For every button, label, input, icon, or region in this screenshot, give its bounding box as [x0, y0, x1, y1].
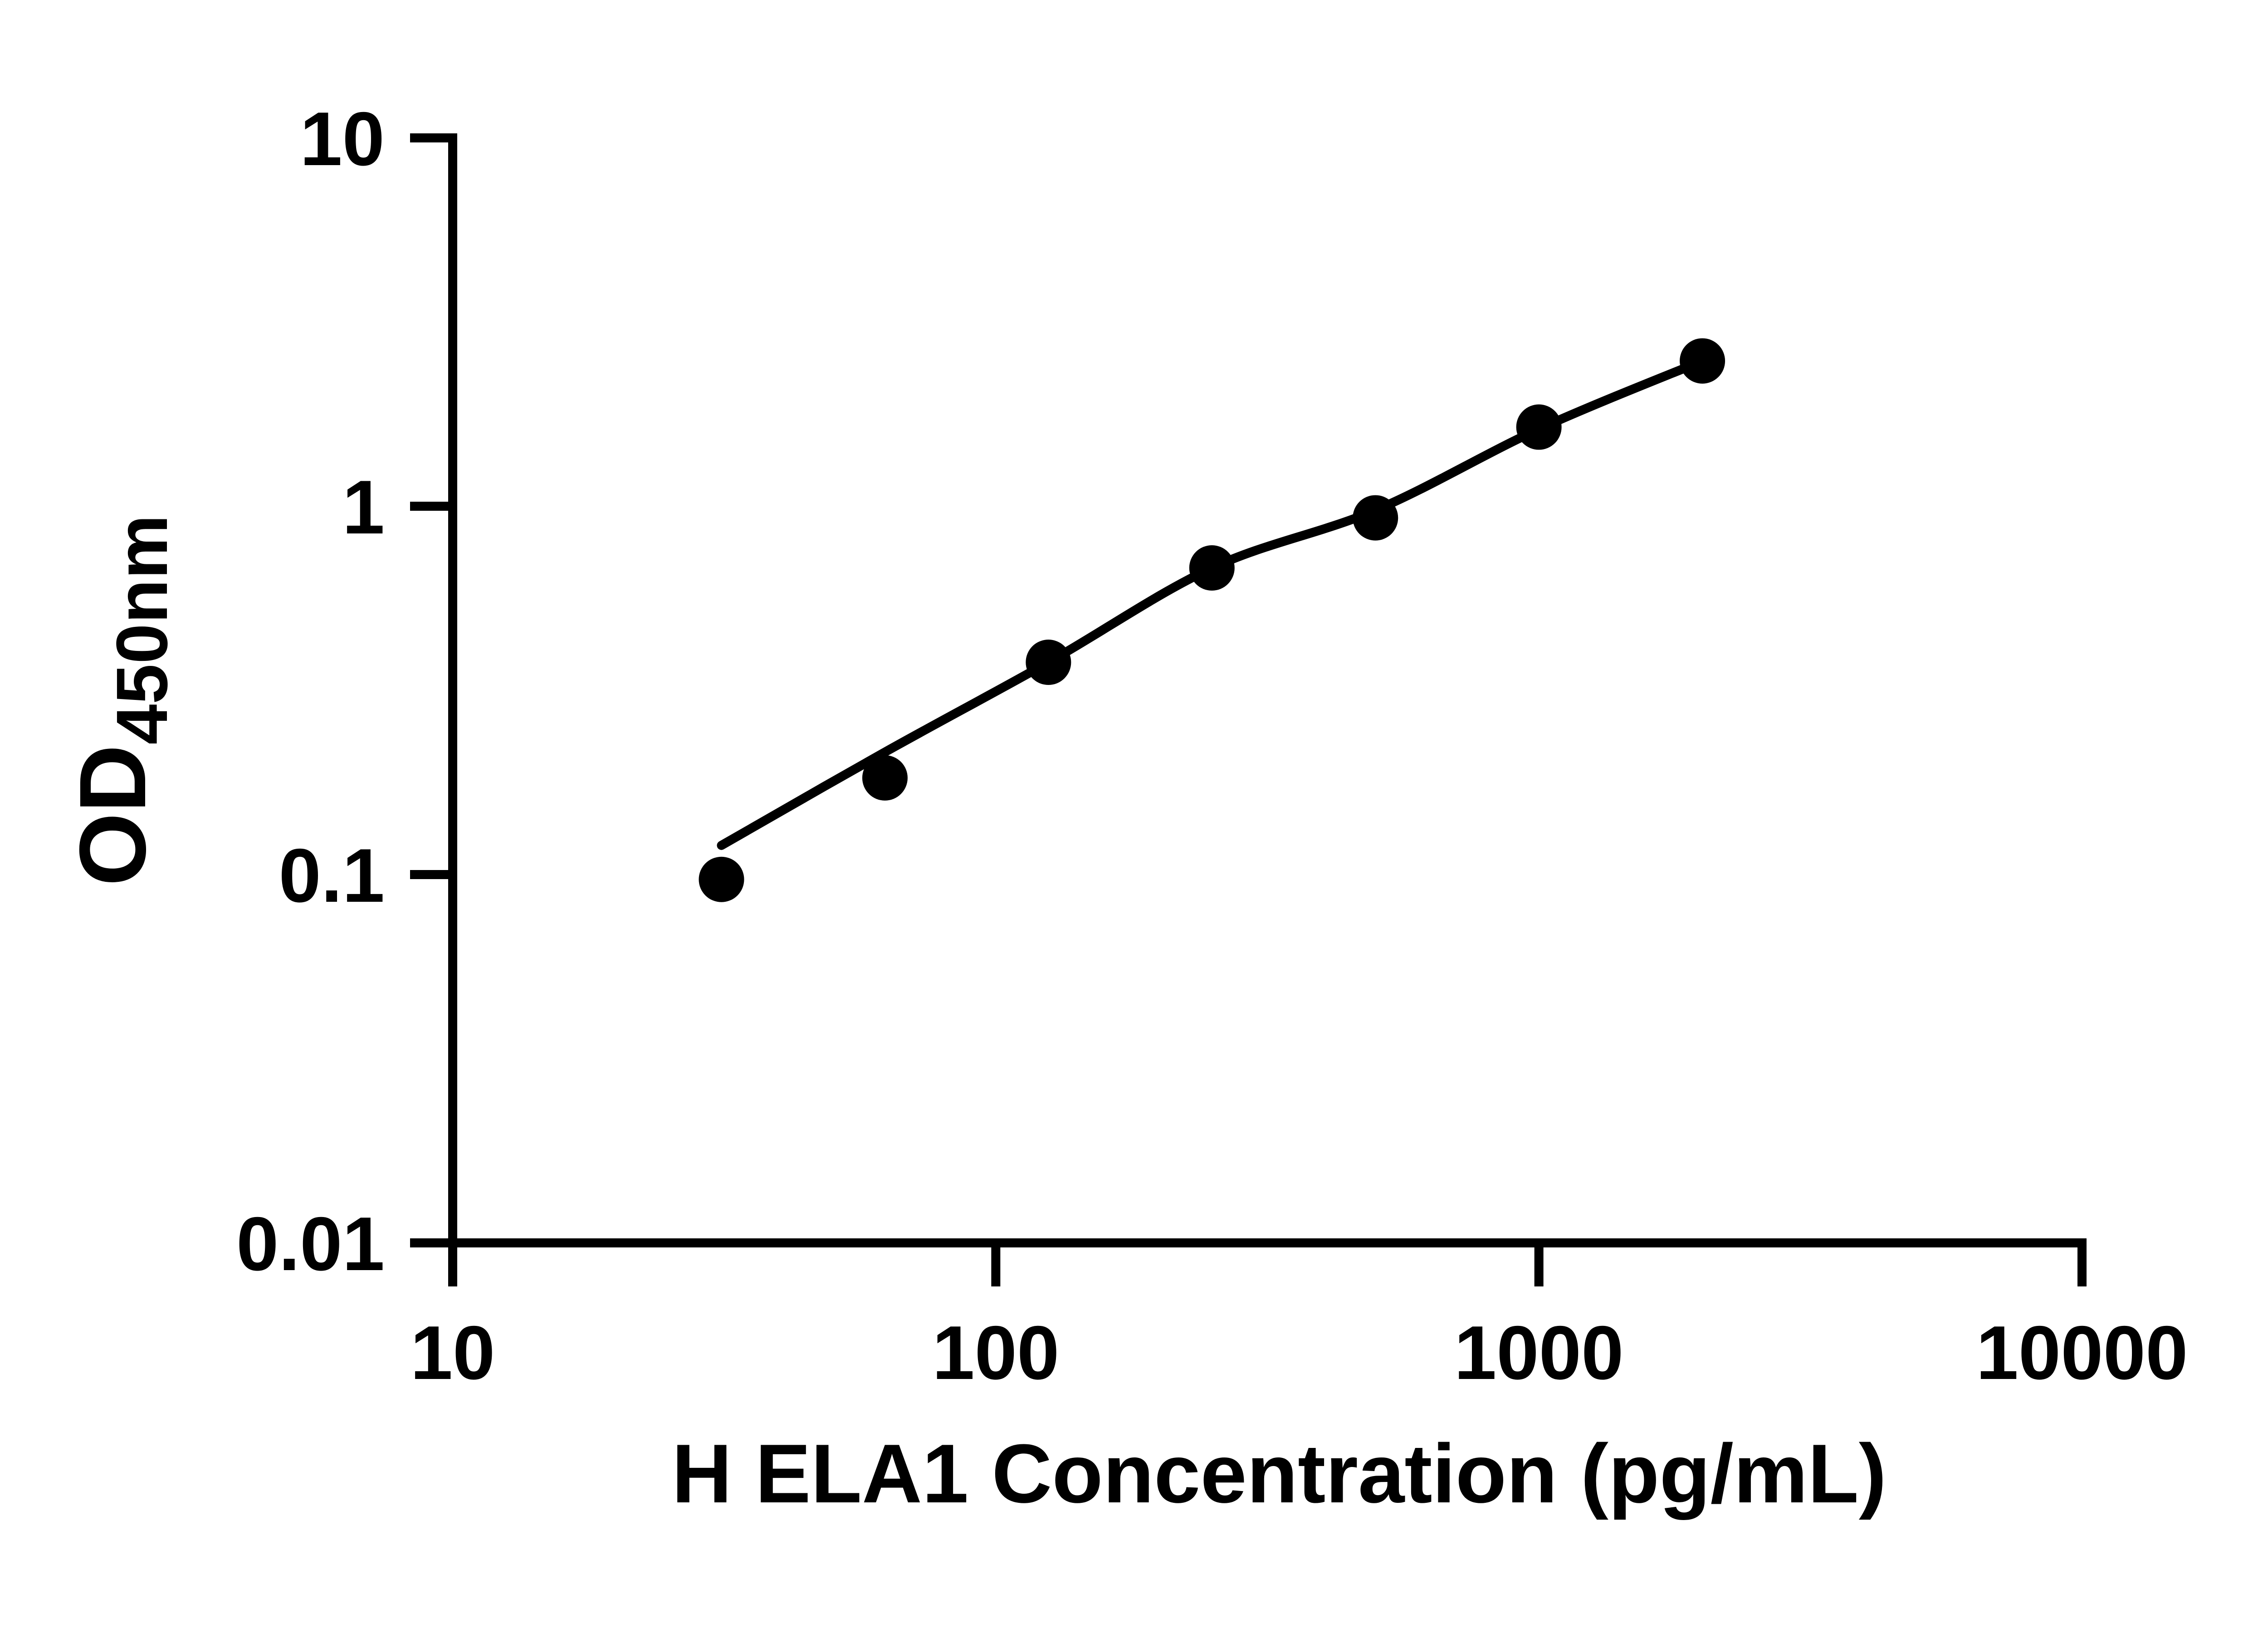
y-tick-label: 0.01	[236, 1201, 385, 1286]
data-point-marker	[699, 856, 744, 902]
data-point-marker	[1680, 338, 1725, 384]
x-tick-label: 100	[932, 1310, 1059, 1395]
axes-group	[448, 133, 2087, 1286]
data-point-marker	[1353, 495, 1398, 541]
y-axis-title-subscript: 450nm	[101, 515, 182, 745]
x-axis-title: H ELA1 Concentration (pg/mL)	[672, 1427, 1887, 1520]
tick-marks-group	[410, 133, 1544, 1286]
y-axis-title-main: OD	[60, 744, 166, 886]
data-point-marker	[862, 755, 908, 801]
x-axis-line	[448, 1238, 2087, 1286]
tick-labels-group: 10 1 0.1 0.01 10 100 1000 10000	[236, 96, 2188, 1395]
x-tick-label: 1000	[1454, 1310, 1624, 1395]
y-tick-label: 10	[300, 96, 385, 181]
y-tick-label: 0.1	[279, 833, 385, 918]
data-points-group	[699, 338, 1725, 902]
data-point-marker	[1026, 640, 1071, 685]
x-tick-label: 10000	[1976, 1310, 2188, 1395]
y-axis-title: OD450nm	[60, 515, 182, 886]
data-point-marker	[1189, 545, 1235, 591]
y-tick-label: 1	[342, 464, 385, 550]
data-point-marker	[1516, 404, 1562, 450]
x-tick-label: 10	[411, 1310, 495, 1395]
